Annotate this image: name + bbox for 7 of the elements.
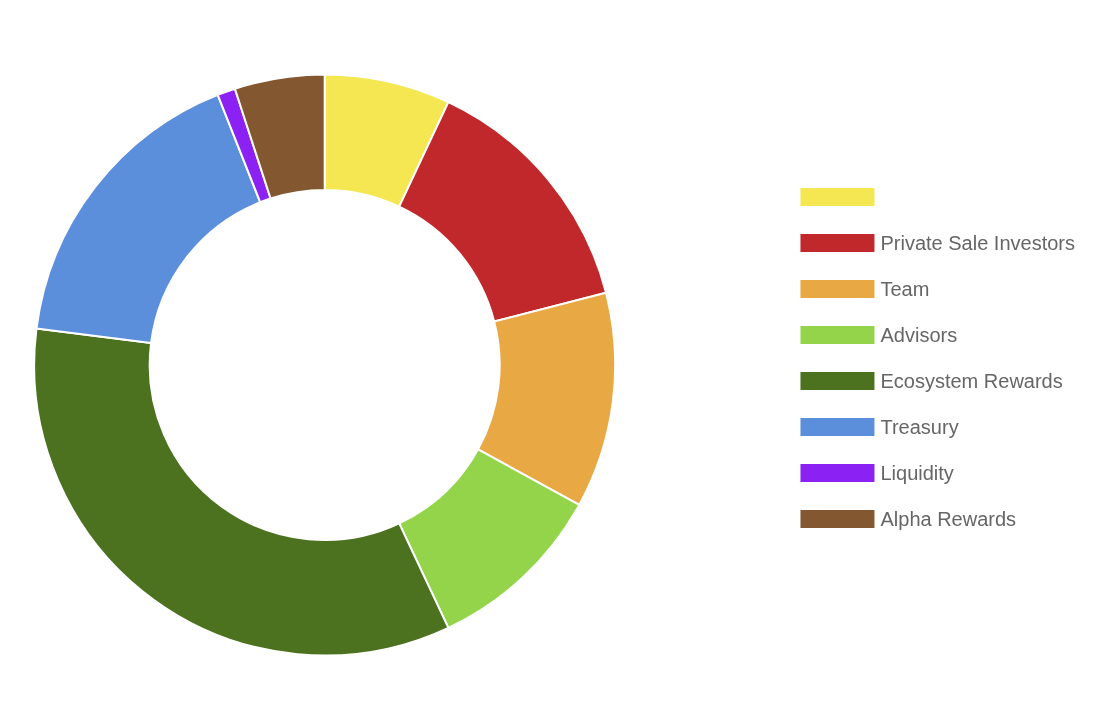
legend-label: Alpha Rewards: [880, 508, 1017, 530]
legend-label: Team: [880, 278, 930, 300]
legend-label: Advisors: [880, 324, 958, 346]
legend-label: Treasury: [880, 416, 959, 438]
legend-label: Private Sale Investors: [880, 232, 1075, 254]
legend-label: Liquidity: [880, 462, 954, 484]
legend-label: Ecosystem Rewards: [880, 370, 1063, 392]
